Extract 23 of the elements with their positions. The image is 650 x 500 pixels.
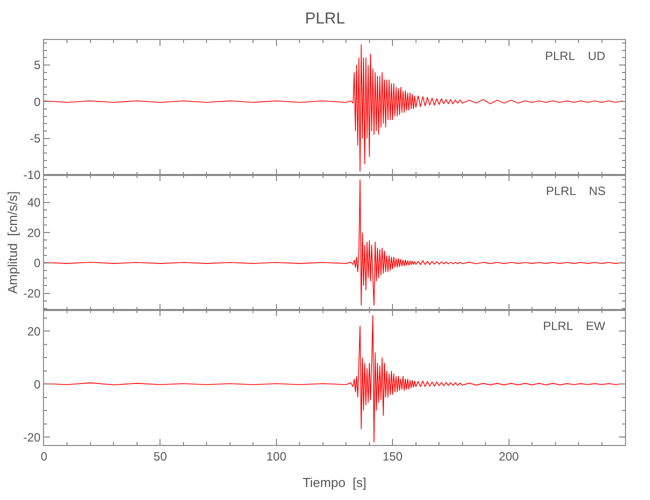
x-tick-label: 50 [154,449,168,464]
y-tick-label: 40 [27,196,41,210]
y-tick-label: -20 [23,430,41,444]
y-tick-label: -20 [23,286,41,301]
y-tick-label: 0 [34,94,41,109]
annotation: PLRL NS [546,184,606,198]
annotation: PLRL EW [543,319,606,333]
y-tick-label: 20 [27,324,41,338]
chart-title: PLRL [304,10,346,28]
x-tick-label: 150 [382,449,403,464]
annotation: PLRL UD [545,49,606,63]
line-series [44,179,624,306]
x-axis-title: Tiempo [s] [302,475,366,490]
y-tick-label: 5 [34,58,41,72]
y-tick-label: 20 [27,226,41,240]
y-tick-label: 0 [34,256,41,270]
x-tick-label: 200 [498,449,520,464]
y-tick-label: -10 [23,168,41,182]
y-tick-label: -5 [30,132,41,146]
line-series [44,314,624,443]
y-tick-label: 0 [34,377,41,392]
x-tick-label: 100 [266,449,287,464]
y-axis-title: Amplitud [cm/s/s] [5,191,20,294]
